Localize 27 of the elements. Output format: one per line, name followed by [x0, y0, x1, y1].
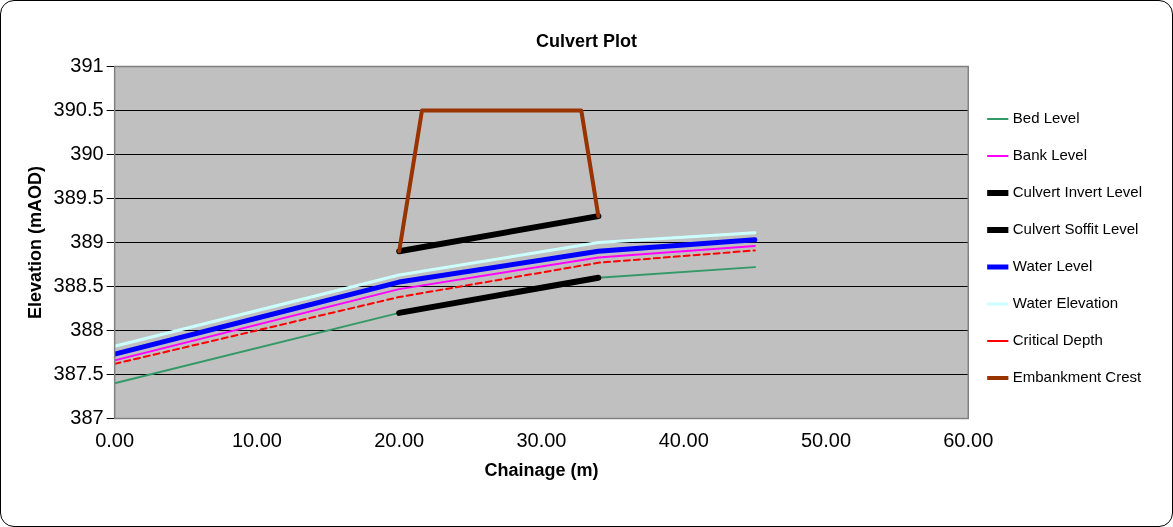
- y-tick-label: 387: [70, 405, 104, 428]
- y-tick-label: 390.5: [53, 98, 104, 121]
- y-tick-label: 388.5: [53, 273, 104, 296]
- y-axis-title: Elevation (mAOD): [24, 165, 45, 320]
- x-tick-label: 60.00: [943, 428, 994, 451]
- legend-label: Culvert Soffit Level: [1012, 220, 1139, 238]
- chart-title: Culvert Plot: [535, 30, 638, 51]
- x-tick-label: 50.00: [800, 428, 852, 451]
- x-tick-label: 20.00: [374, 428, 425, 451]
- x-tick-label: 40.00: [658, 428, 709, 451]
- y-tick-label: 389: [70, 230, 104, 253]
- y-tick-label: 390: [70, 142, 104, 165]
- x-tick-label: 0.00: [95, 428, 135, 451]
- x-tick-label: 30.00: [516, 428, 567, 451]
- y-tick-label: 389.5: [53, 186, 104, 209]
- y-tick-label: 387.5: [53, 361, 104, 384]
- legend-label: Bed Level: [1012, 109, 1080, 127]
- x-tick-label: 10.00: [231, 428, 282, 451]
- legend-label: Water Level: [1012, 257, 1093, 275]
- legend-label: Critical Depth: [1012, 331, 1103, 349]
- legend-label: Culvert Invert Level: [1012, 183, 1143, 201]
- legend-label: Bank Level: [1012, 146, 1087, 164]
- legend-label: Water Elevation: [1012, 294, 1119, 312]
- legend-label: Embankment Crest: [1012, 368, 1142, 386]
- y-tick-label: 388: [70, 317, 104, 340]
- x-axis-title: Chainage (m): [484, 460, 599, 481]
- y-tick-label: 391: [70, 54, 104, 77]
